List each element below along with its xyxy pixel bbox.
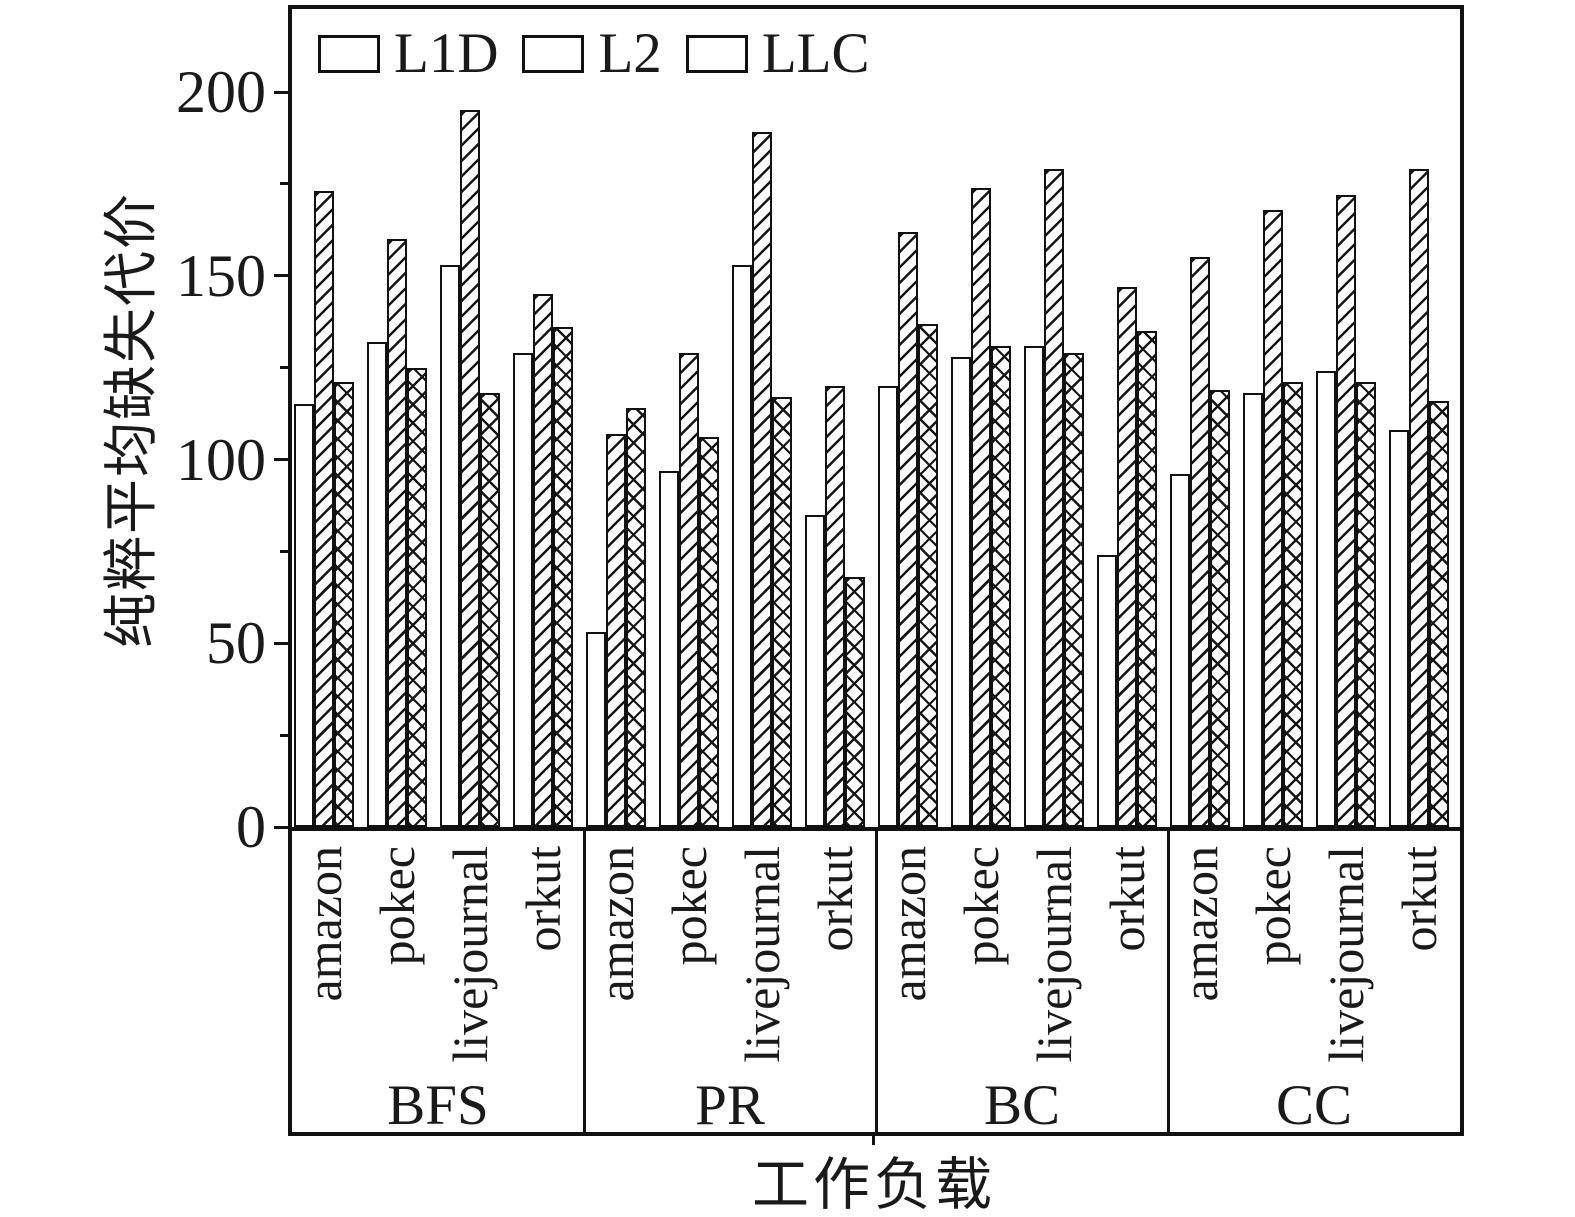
- legend-label-l2: L2: [598, 22, 662, 85]
- bar-CC-pokec-L1D: [1242, 393, 1263, 827]
- legend-item-l1d: L1D: [318, 25, 498, 82]
- bar-BC-amazon-L2: [897, 232, 918, 827]
- category-label-CC-orkut: orkut: [1391, 846, 1448, 952]
- bar-CC-orkut-LLC: [1429, 401, 1450, 827]
- bar-BFS-pokec-L1D: [366, 342, 387, 827]
- bar-CC-pokec-LLC: [1282, 382, 1303, 827]
- category-label-CC-amazon: amazon: [1171, 846, 1228, 1002]
- legend-item-llc: LLC: [685, 22, 870, 85]
- plot-area: L1D L2 LLC: [288, 5, 1464, 827]
- category-label-BFS-orkut: orkut: [515, 846, 572, 952]
- bar-BC-pokec-L2: [970, 188, 991, 827]
- cross-hatch-swatch-icon: [685, 34, 748, 73]
- category-label-BC-amazon: amazon: [879, 846, 936, 1002]
- group-separator-3: [1166, 831, 1170, 1132]
- y-minor-tick-25: [280, 733, 288, 737]
- bar-BFS-pokec-L2: [386, 239, 407, 827]
- bar-PR-orkut-LLC: [845, 577, 866, 827]
- bar-BFS-amazon-L2: [313, 191, 334, 827]
- bar-CC-amazon-L2: [1189, 257, 1210, 827]
- bar-BC-livejournal-L1D: [1023, 346, 1044, 827]
- bar-BC-pokec-LLC: [990, 346, 1011, 827]
- bar-CC-amazon-L1D: [1169, 474, 1190, 827]
- y-tick-label-200: 200: [176, 59, 266, 125]
- bar-CC-livejournal-LLC: [1355, 382, 1376, 827]
- bar-PR-pokec-L2: [678, 353, 699, 827]
- bar-PR-livejournal-LLC: [771, 397, 792, 827]
- y-tick-100: [274, 458, 288, 461]
- diagonal-hatch-swatch-icon: [522, 34, 585, 73]
- y-tick-50: [274, 641, 288, 645]
- bar-BFS-orkut-L2: [533, 294, 554, 827]
- bar-BC-livejournal-L2: [1043, 169, 1064, 827]
- legend: L1D L2 LLC: [318, 25, 869, 82]
- y-minor-tick-75: [280, 549, 288, 553]
- bar-CC-orkut-L2: [1409, 169, 1430, 827]
- bar-BFS-orkut-L1D: [513, 353, 534, 827]
- y-tick-label-100: 100: [176, 426, 266, 493]
- bar-BC-pokec-L1D: [950, 357, 971, 827]
- legend-label-llc: LLC: [761, 22, 870, 85]
- y-minor-tick-175: [280, 182, 288, 186]
- bar-BC-livejournal-LLC: [1063, 353, 1084, 827]
- group-label-BC: BC: [983, 1074, 1061, 1137]
- bar-BFS-livejournal-LLC: [479, 393, 500, 827]
- bar-BFS-livejournal-L1D: [439, 265, 460, 827]
- category-label-BFS-amazon: amazon: [295, 846, 352, 1002]
- bar-PR-orkut-L1D: [805, 515, 826, 827]
- bar-PR-livejournal-L2: [751, 132, 772, 827]
- bar-BC-orkut-L1D: [1097, 555, 1118, 827]
- bar-BFS-livejournal-L2: [459, 110, 480, 827]
- bar-PR-livejournal-L1D: [731, 265, 752, 827]
- y-tick-label-150: 150: [176, 242, 266, 309]
- bar-PR-pokec-LLC: [698, 437, 719, 827]
- bar-BFS-amazon-L1D: [293, 404, 314, 827]
- category-label-BC-orkut: orkut: [1099, 846, 1156, 952]
- bar-BC-amazon-L1D: [877, 386, 898, 827]
- group-separator-1: [582, 831, 586, 1132]
- bar-BC-orkut-L2: [1117, 287, 1138, 827]
- y-tick-label-0: 0: [236, 794, 266, 860]
- bar-BFS-amazon-LLC: [333, 382, 354, 827]
- y-tick-0: [274, 825, 288, 829]
- y-tick-150: [274, 274, 288, 278]
- bar-PR-amazon-LLC: [625, 408, 646, 827]
- bar-CC-orkut-L1D: [1389, 430, 1410, 827]
- y-tick-200: [274, 90, 288, 94]
- bar-BFS-orkut-LLC: [553, 327, 574, 827]
- x-axis-label-area: amazon pokec livejournal orkut amazon pokec li…: [288, 827, 1464, 1136]
- x-axis-center-tick: [872, 1132, 875, 1145]
- category-label-PR-amazon: amazon: [587, 846, 644, 1002]
- category-label-PR-orkut: orkut: [807, 846, 864, 952]
- bar-CC-livejournal-L1D: [1315, 371, 1336, 827]
- bar-PR-pokec-L1D: [658, 471, 679, 827]
- legend-item-l2: L2: [522, 22, 662, 85]
- y-tick-label-50: 50: [206, 610, 266, 677]
- bar-CC-livejournal-L2: [1335, 195, 1356, 827]
- bar-PR-orkut-L2: [825, 386, 846, 827]
- group-label-PR: PR: [695, 1074, 765, 1137]
- bar-CC-pokec-L2: [1262, 210, 1283, 827]
- y-minor-tick-125: [280, 366, 288, 370]
- group-separator-2: [874, 831, 878, 1132]
- plain-white-swatch-icon: [318, 34, 380, 73]
- group-label-BFS: BFS: [387, 1074, 489, 1137]
- bar-BFS-pokec-LLC: [406, 368, 427, 827]
- bar-BC-amazon-LLC: [917, 324, 938, 827]
- bar-CC-amazon-LLC: [1209, 390, 1230, 827]
- x-axis-title: 工作负载: [752, 1154, 996, 1217]
- bar-BC-orkut-LLC: [1137, 331, 1158, 827]
- legend-label-l1d: L1D: [394, 22, 499, 85]
- bar-PR-amazon-L2: [605, 434, 626, 827]
- bar-PR-amazon-L1D: [585, 632, 606, 827]
- group-label-CC: CC: [1275, 1074, 1353, 1137]
